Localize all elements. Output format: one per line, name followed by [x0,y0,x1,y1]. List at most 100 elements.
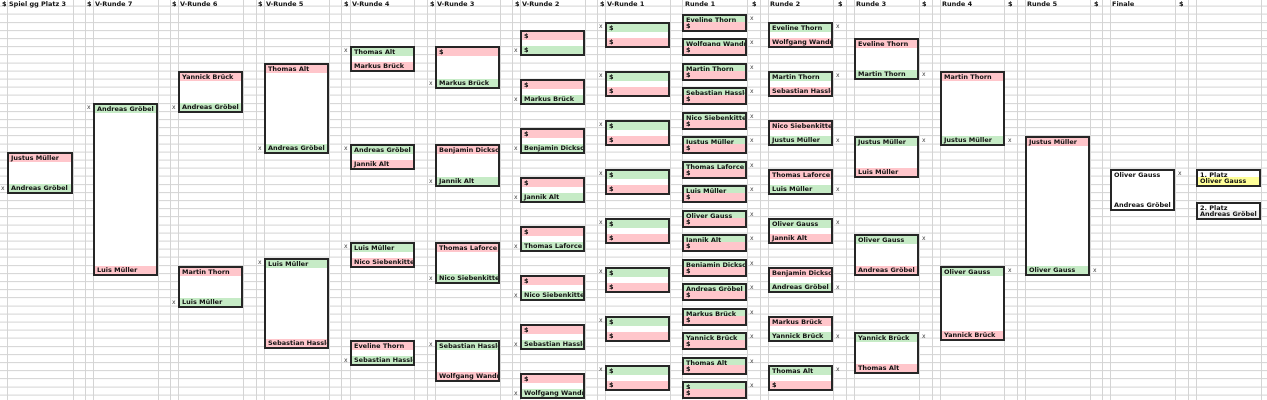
player-cell-top[interactable]: Oliver Gauss [1112,171,1173,179]
player-cell-bottom[interactable]: Martin Thorn [856,70,917,78]
player-cell-top[interactable]: Thomas Laforce [684,163,745,171]
player-cell-bottom[interactable]: Justus Müller [942,136,1003,144]
player-cell-bottom[interactable]: $ [684,365,745,373]
player-cell-bottom[interactable]: $ [607,185,668,193]
player-cell-bottom[interactable]: $ [684,120,745,128]
column-header-v1[interactable]: V-Runde 1 [607,0,645,8]
player-cell-top[interactable]: $ [607,318,668,326]
player-cell-bottom[interactable]: Nico Siebenkittel [352,258,413,266]
player-cell-top[interactable]: Martin Thorn [684,65,745,73]
player-cell-top[interactable]: 2. Platz [1198,204,1259,212]
player-cell-bottom[interactable]: $ [607,332,668,340]
player-cell-top[interactable]: Benjamin Dickson [684,261,745,269]
player-cell-bottom[interactable]: $ [684,193,745,201]
player-cell-top[interactable]: Thomas Alt [352,48,413,56]
player-cell-top[interactable]: Markus Brück [684,310,745,318]
player-cell-bottom[interactable]: $ [684,46,745,54]
player-cell-top[interactable]: $ [607,24,668,32]
player-cell-bottom[interactable]: Nico Siebenkittel [437,274,498,282]
player-cell-bottom[interactable]: Nico Siebenkittel [522,291,583,299]
player-cell-bottom[interactable]: $ [607,87,668,95]
player-cell-bottom[interactable]: $ [684,169,745,177]
player-cell-top[interactable]: Benjamin Dickson [770,269,831,277]
player-cell-top[interactable]: Thomas Laforce [770,171,831,179]
player-cell-bottom[interactable]: Luis Müller [95,266,156,274]
column-header-r5[interactable]: Runde 5 [1027,0,1058,8]
column-header-r1[interactable]: Runde 1 [685,0,716,8]
player-cell-bottom[interactable]: Markus Brück [352,62,413,70]
player-cell-bottom[interactable]: Jannik Alt [437,177,498,185]
player-cell-top[interactable]: Sebastian Hassler [437,342,498,350]
player-cell-bottom[interactable]: $ [684,389,745,397]
player-cell-top[interactable]: $ [522,375,583,383]
player-cell-bottom[interactable]: $ [684,95,745,103]
player-cell-bottom[interactable]: $ [684,22,745,30]
player-cell-bottom[interactable]: Thomas Alt [856,364,917,372]
player-cell-bottom[interactable]: Andreas Gröbel [180,103,241,111]
player-cell-top[interactable]: Thomas Alt [770,367,831,375]
player-cell-top[interactable]: Justus Müller [684,138,745,146]
player-cell-bottom[interactable]: $ [684,71,745,79]
player-cell-bottom[interactable]: Justus Müller [770,136,831,144]
player-cell-bottom[interactable]: Yannick Brück [770,332,831,340]
player-cell-bottom[interactable]: $ [684,218,745,226]
column-header-v5[interactable]: V-Runde 5 [266,0,304,8]
player-cell-top[interactable]: Justus Müller [9,154,71,162]
player-cell-top[interactable]: Andreas Gröbel [95,105,156,113]
player-cell-bottom[interactable]: Jannik Alt [522,193,583,201]
player-cell-bottom[interactable]: Luis Müller [856,168,917,176]
player-cell-top[interactable]: Yannick Brück [856,334,917,342]
player-cell-top[interactable]: Jannik Alt [684,236,745,244]
player-cell-top[interactable]: $ [607,73,668,81]
player-cell-bottom[interactable]: Wolfgang Wandner [522,389,583,397]
player-cell-top[interactable]: $ [437,48,498,56]
player-cell-top[interactable]: Yannick Brück [180,73,241,81]
player-cell-top[interactable]: $ [607,171,668,179]
player-cell-top[interactable]: Eveline Thorn [352,342,413,350]
player-cell-top[interactable]: Yannick Brück [684,334,745,342]
player-cell-top[interactable]: $ [607,269,668,277]
player-cell-top[interactable]: Oliver Gauss [942,268,1003,276]
player-cell-bottom[interactable]: $ [684,144,745,152]
player-cell-top[interactable]: $ [684,383,745,391]
player-cell-top[interactable]: $ [607,122,668,130]
player-cell-bottom[interactable]: $ [522,46,583,54]
column-header-v4[interactable]: V-Runde 4 [352,0,390,8]
player-cell-bottom[interactable]: Sebastian Hassler [266,339,327,347]
player-cell-top[interactable]: Oliver Gauss [684,212,745,220]
player-cell-bottom[interactable]: Andreas Gröbel [770,283,831,291]
player-cell-bottom[interactable]: Oliver Gauss [1198,177,1259,185]
player-cell-top[interactable]: Thomas Laforce [437,244,498,252]
player-cell-top[interactable]: Thomas Alt [684,359,745,367]
player-cell-bottom[interactable]: $ [607,234,668,242]
player-cell-top[interactable]: Luis Müller [266,260,327,268]
column-header-r3[interactable]: Runde 3 [856,0,887,8]
player-cell-bottom[interactable]: Oliver Gauss [1027,266,1088,274]
player-cell-top[interactable]: $ [522,228,583,236]
player-cell-bottom[interactable]: Benjamin Dickson [522,144,583,152]
player-cell-top[interactable]: Justus Müller [856,138,917,146]
player-cell-bottom[interactable]: $ [684,291,745,299]
player-cell-bottom[interactable]: Wolfgang Wandner [437,372,498,380]
player-cell-bottom[interactable]: $ [607,38,668,46]
player-cell-top[interactable]: Thomas Alt [266,65,327,73]
player-cell-top[interactable]: Nico Siebenkittel [684,114,745,122]
column-header-v7[interactable]: V-Runde 7 [95,0,133,8]
player-cell-top[interactable]: Markus Brück [770,318,831,326]
player-cell-bottom[interactable]: Sebastian Hassler [522,340,583,348]
player-cell-top[interactable]: Luis Müller [684,187,745,195]
player-cell-top[interactable]: $ [522,32,583,40]
player-cell-bottom[interactable]: Luis Müller [180,298,241,306]
player-cell-top[interactable]: Nico Siebenkittel [770,122,831,130]
player-cell-top[interactable]: Justus Müller [1027,138,1088,146]
column-header-v3[interactable]: V-Runde 3 [437,0,475,8]
player-cell-top[interactable]: Martin Thorn [180,268,241,276]
player-cell-top[interactable]: Eveline Thorn [856,40,917,48]
player-cell-top[interactable]: $ [522,81,583,89]
player-cell-bottom[interactable]: Markus Brück [437,79,498,87]
player-cell-bottom[interactable]: $ [684,267,745,275]
player-cell-top[interactable]: $ [607,220,668,228]
column-header-r4[interactable]: Runde 4 [942,0,973,8]
player-cell-top[interactable]: Oliver Gauss [856,236,917,244]
